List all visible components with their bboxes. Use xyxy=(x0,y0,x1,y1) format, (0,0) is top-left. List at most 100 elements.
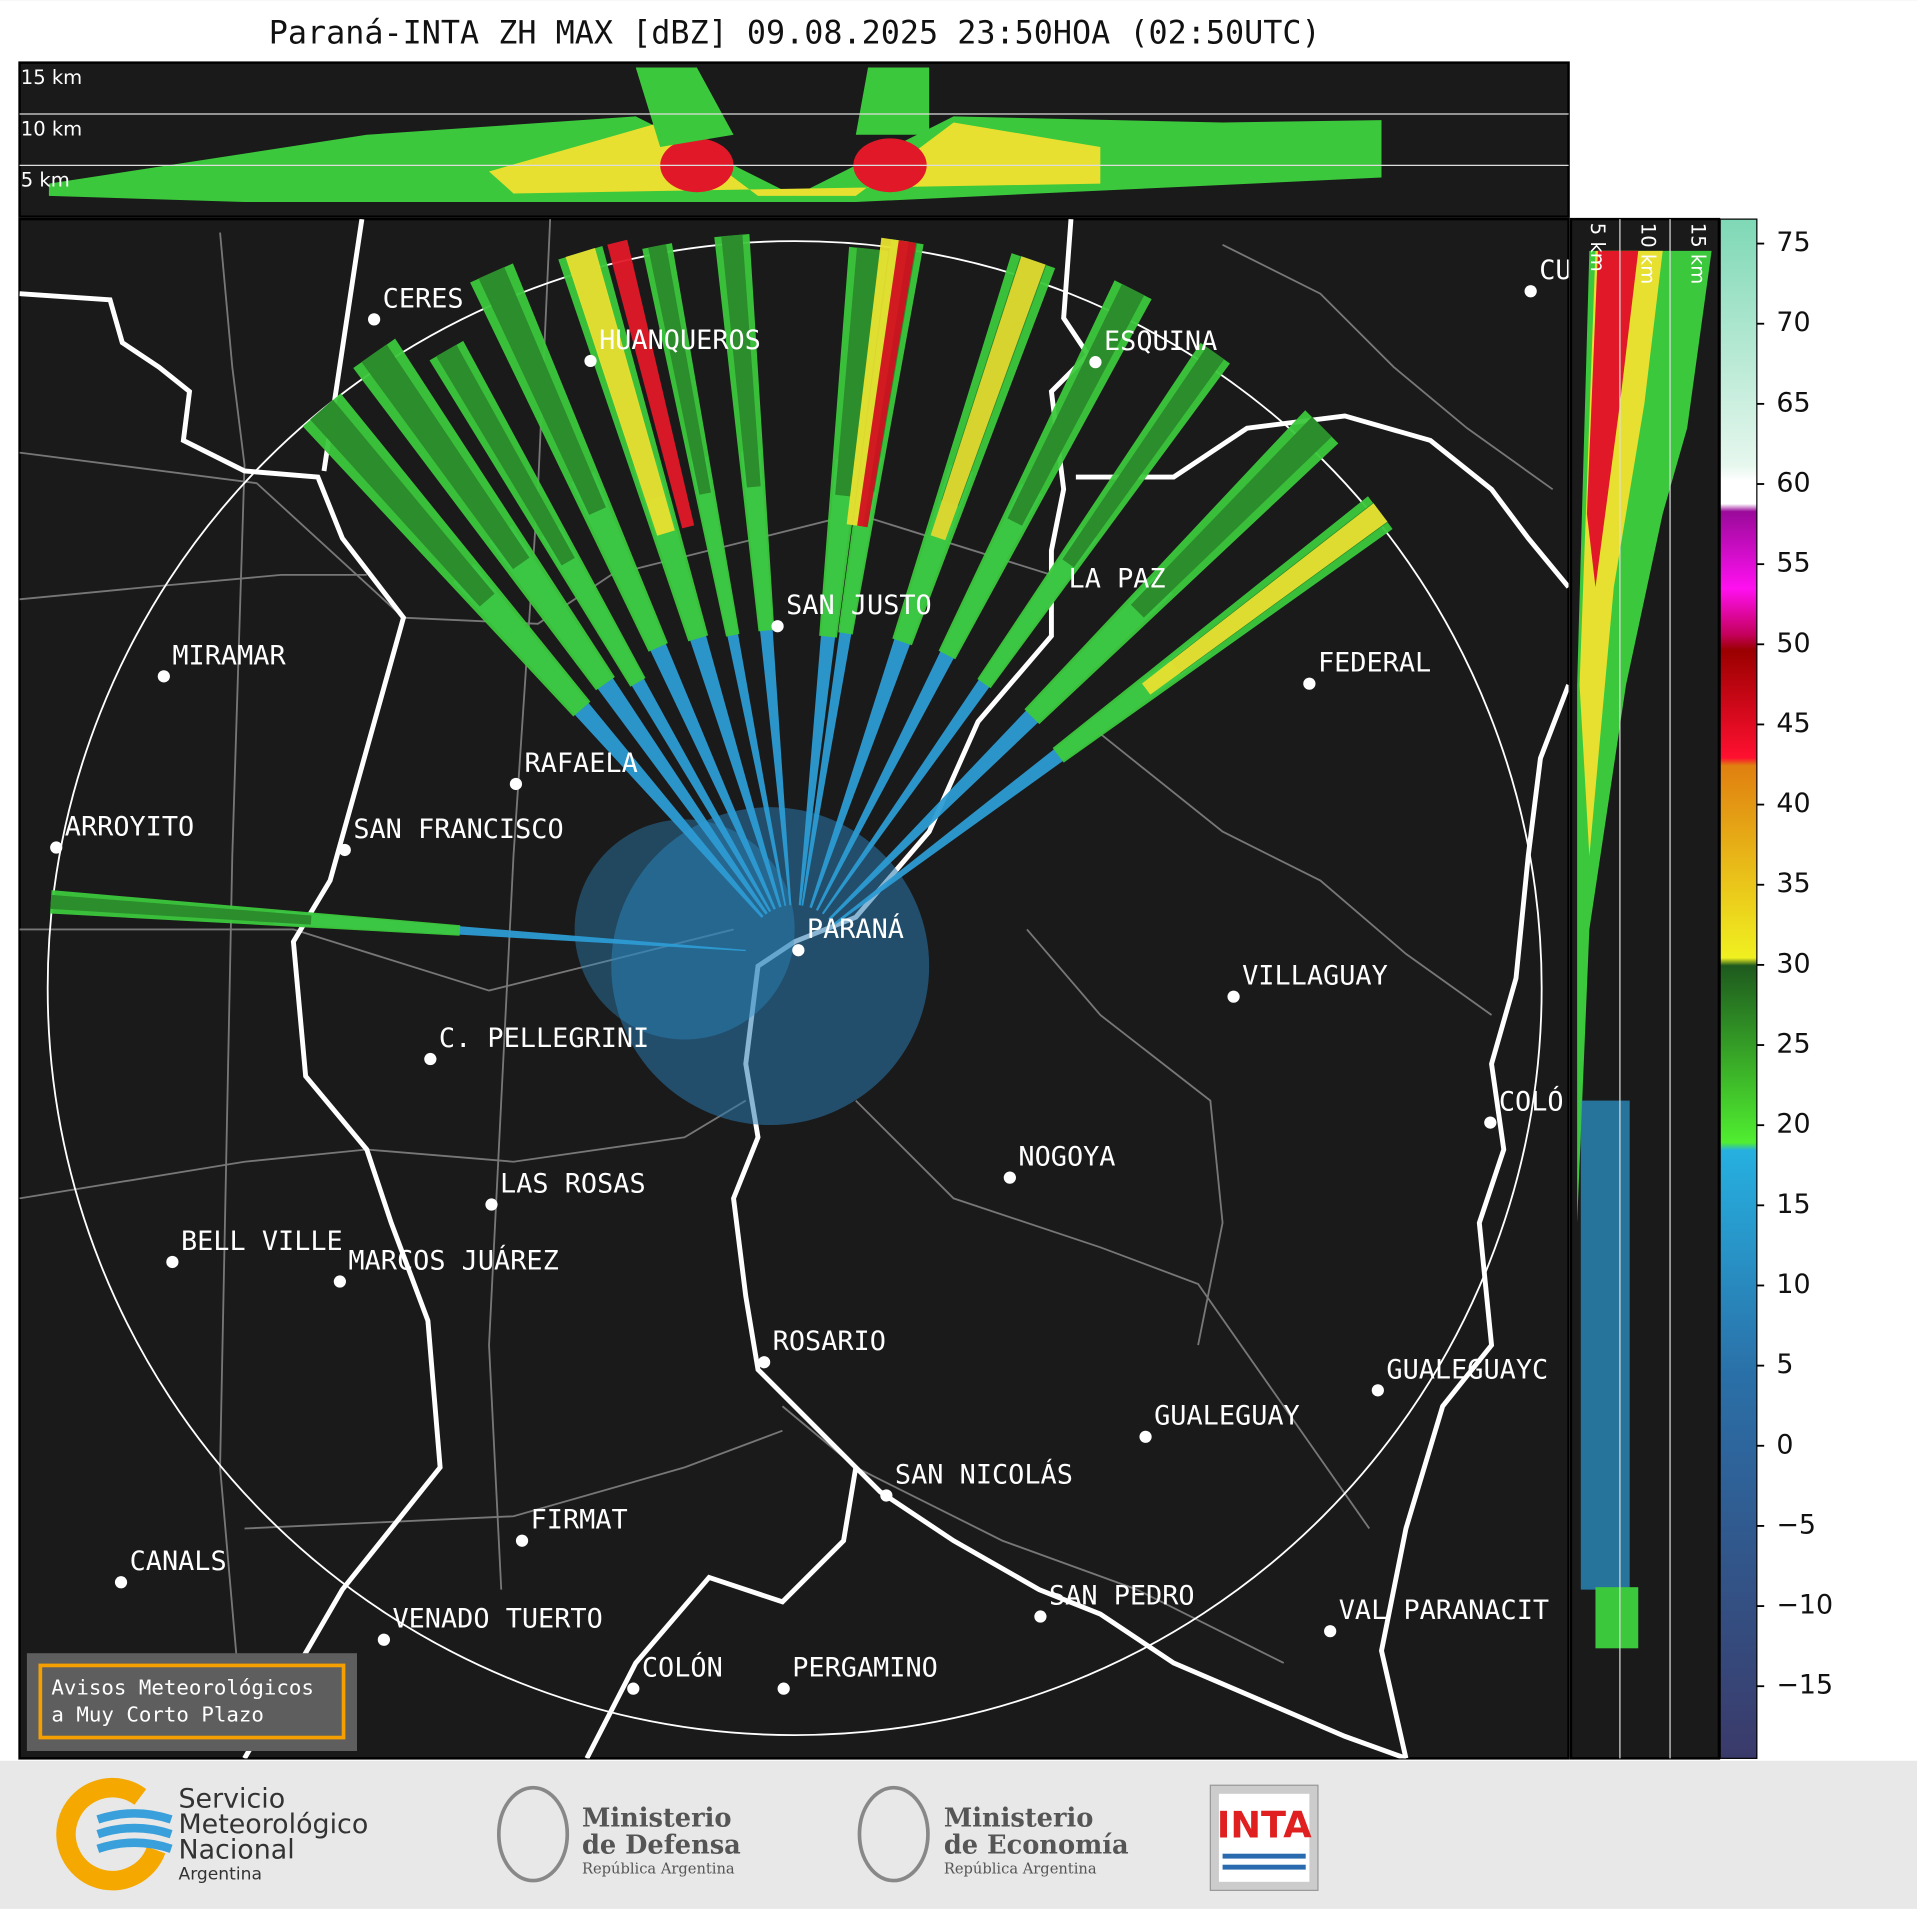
echo xyxy=(1595,1587,1639,1649)
logo-text: de Defensa xyxy=(582,1830,741,1860)
city-label: C. PELLEGRINI xyxy=(439,1023,649,1054)
echo xyxy=(1130,416,1332,618)
dept-border xyxy=(1099,733,1493,1016)
radar-echoes xyxy=(49,233,1393,1126)
city-label: CERES xyxy=(383,283,464,314)
city-dot xyxy=(757,1356,771,1369)
title: Paraná-INTA ZH MAX [dBZ] 09.08.2025 23:5… xyxy=(269,16,1321,52)
logo-text: INTA xyxy=(1217,1803,1312,1846)
city-label: MIRAMAR xyxy=(172,640,286,671)
city-dot xyxy=(509,777,523,791)
logo-text: Argentina xyxy=(178,1864,261,1884)
city-label: GUALEGUAYC xyxy=(1386,1354,1548,1385)
city-dot xyxy=(1003,1171,1016,1184)
colorbar-tick-label: 75 xyxy=(1776,227,1810,258)
city-label: ARROYITO xyxy=(65,811,194,842)
province-border xyxy=(584,1466,859,1759)
echo xyxy=(1580,1100,1630,1590)
city-label: PERGAMINO xyxy=(792,1653,938,1684)
echo xyxy=(1586,250,1639,588)
logo-text: Servicio xyxy=(178,1783,285,1814)
height-echoes xyxy=(48,67,1382,203)
city-label: FEDERAL xyxy=(1318,648,1431,679)
logo-stripe xyxy=(1222,1853,1306,1859)
dept-border xyxy=(855,1099,1371,1530)
city-label: LA PAZ xyxy=(1069,563,1166,594)
colorbar-tick-label: 15 xyxy=(1776,1189,1810,1220)
city-label: ESQUINA xyxy=(1104,326,1217,357)
defensa-logo: Ministerio de Defensa República Argentin… xyxy=(496,1785,741,1883)
inta-logo: INTA xyxy=(1209,1784,1319,1891)
province-border xyxy=(1075,413,1569,589)
city-dot xyxy=(1324,1625,1337,1638)
city-label: FIRMAT xyxy=(531,1505,628,1536)
colorbar-tick-label: 40 xyxy=(1776,788,1810,819)
logo-text: de Economía xyxy=(944,1830,1129,1860)
economia-logo: Ministerio de Economía República Argenti… xyxy=(857,1785,1129,1883)
city-label: VILLAGUAY xyxy=(1242,961,1388,992)
colorbar-tick-label: 70 xyxy=(1776,307,1810,338)
echo xyxy=(648,244,712,495)
city-dot xyxy=(1139,1430,1152,1443)
city-label: ROSARIO xyxy=(773,1326,886,1357)
colorbar-tick-label: 20 xyxy=(1776,1109,1810,1140)
colorbar-tick-label: 0 xyxy=(1776,1429,1793,1460)
city-dot xyxy=(1484,1116,1497,1129)
dept-border xyxy=(781,1405,1285,1664)
city-label: NOGOYA xyxy=(1018,1142,1115,1173)
logo-text: Nacional xyxy=(178,1835,294,1866)
height-label: 15 km xyxy=(21,66,82,89)
city-dot xyxy=(880,1489,893,1502)
echo xyxy=(607,239,695,529)
notice-border xyxy=(38,1663,346,1740)
footer xyxy=(0,1760,1917,1909)
echo xyxy=(857,240,917,528)
colorbar-tick-label: 5 xyxy=(1776,1349,1793,1380)
logo-text: Ministerio xyxy=(582,1803,732,1833)
colorbar-tick-label: 25 xyxy=(1776,1029,1810,1060)
city-dot xyxy=(1371,1384,1384,1397)
city-label: MARCOS JUÁREZ xyxy=(348,1244,558,1276)
echo xyxy=(489,122,1101,196)
notice-text: a Muy Corto Plazo xyxy=(51,1703,264,1727)
echo xyxy=(1007,283,1145,526)
logo-ring xyxy=(56,1777,169,1891)
city-label: CU xyxy=(1539,255,1571,286)
city-label: SAN PEDRO xyxy=(1049,1580,1195,1611)
colorbar-tick-label: −10 xyxy=(1776,1590,1833,1621)
dept-border xyxy=(19,573,367,601)
city-label: SAN JUSTO xyxy=(786,590,932,621)
notice-text: Avisos Meteorológicos xyxy=(51,1676,314,1700)
city-dot xyxy=(792,944,805,957)
dept-border xyxy=(488,219,552,1590)
city-label: BELL VILLE xyxy=(181,1226,343,1257)
city-dot xyxy=(1227,990,1240,1003)
province-border xyxy=(19,291,443,1759)
city-label: GUALEGUAY xyxy=(1154,1401,1300,1432)
echo xyxy=(50,894,312,925)
dept-border xyxy=(219,232,246,1749)
logo-text: República Argentina xyxy=(944,1861,1097,1878)
city-label: RAFAELA xyxy=(524,748,637,779)
echo xyxy=(855,67,930,135)
city-label: COLÓ xyxy=(1499,1086,1564,1118)
smn-logo: Servicio Meteorológico Nacional Argentin… xyxy=(56,1777,368,1891)
height-label: 5 km xyxy=(21,169,70,192)
echo xyxy=(478,266,606,515)
city-dot xyxy=(1089,356,1102,369)
logo-waves xyxy=(96,1809,173,1853)
city-dot xyxy=(424,1052,437,1066)
height-label: 10 km xyxy=(1636,223,1659,284)
logo-shield xyxy=(496,1785,570,1883)
departments xyxy=(19,219,1554,1749)
city-label: COLÓN xyxy=(642,1652,723,1684)
city-label: SAN NICOLÁS xyxy=(895,1458,1073,1490)
range-ring xyxy=(46,240,1543,1737)
colorbar-tick-label: 55 xyxy=(1776,548,1810,579)
colorbar-tick-label: −5 xyxy=(1776,1509,1816,1540)
city-dot xyxy=(627,1682,640,1695)
city-dot xyxy=(114,1576,128,1589)
city-dot xyxy=(157,670,170,683)
